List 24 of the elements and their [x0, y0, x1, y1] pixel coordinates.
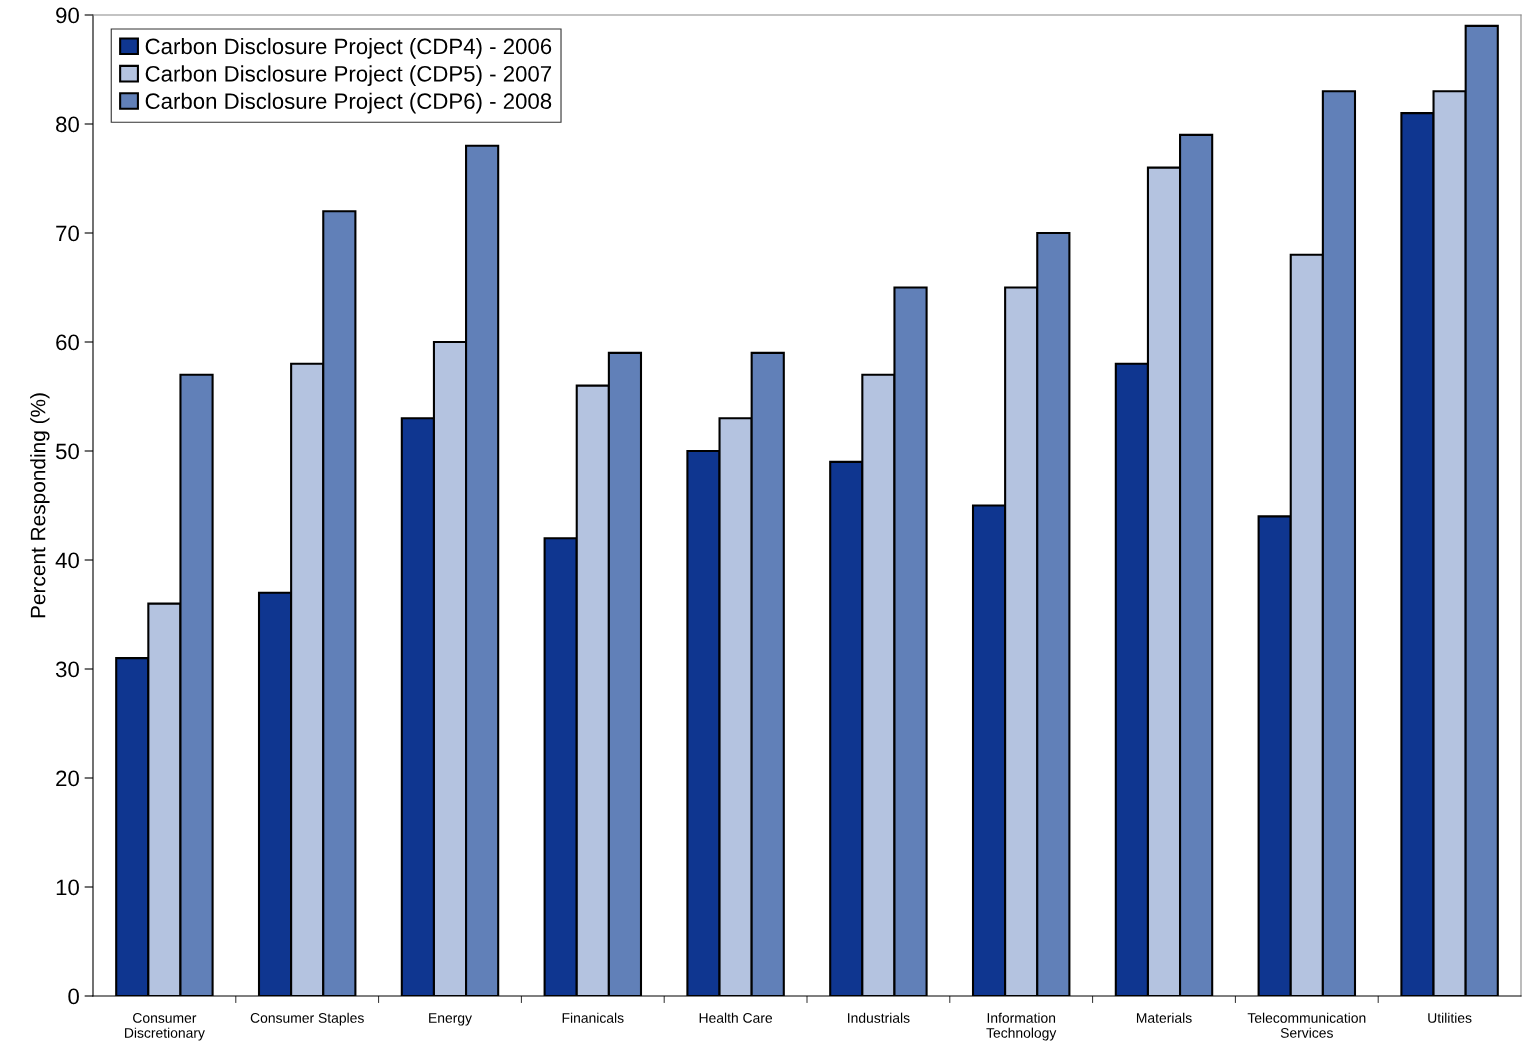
legend-label: Carbon Disclosure Project (CDP6) - 2008	[145, 92, 552, 114]
x-tick-label: Materials	[1136, 1012, 1192, 1023]
x-tick-label: Telecommunication Services	[1247, 1012, 1366, 1038]
y-tick-label: 70	[56, 225, 79, 242]
x-tick-label: Information Technology	[986, 1012, 1057, 1041]
x-tick-label: Consumer Staples	[250, 1012, 364, 1026]
y-tick-label: 50	[55, 443, 79, 460]
legend-label: Carbon Disclosure Project (CDP5) - 2007	[145, 65, 552, 87]
y-tick-label: 0	[68, 988, 79, 1005]
y-tick-label: 90	[56, 7, 79, 24]
x-tick-label: Industrials	[848, 1012, 910, 1023]
x-tick-label: Consumer Discretionary	[125, 1013, 205, 1041]
x-tick-label: Health Care	[699, 1012, 773, 1023]
legend-label: Carbon Disclosure Project (CDP4) - 2006	[145, 37, 552, 59]
x-tick-label: Utilities	[1428, 1012, 1472, 1023]
y-tick-label: 10	[56, 879, 79, 896]
y-tick-label: 20	[56, 770, 79, 787]
y-tick-label: 60	[56, 334, 79, 351]
y-tick-label: 40	[55, 552, 79, 569]
y-tick-label: 30	[55, 661, 79, 678]
y-tick-label: 80	[56, 116, 79, 133]
x-tick-label: Energy	[429, 1013, 472, 1026]
x-tick-label: Finanicals	[562, 1012, 624, 1023]
y-axis-title: Percent Responding (%)	[30, 393, 50, 618]
